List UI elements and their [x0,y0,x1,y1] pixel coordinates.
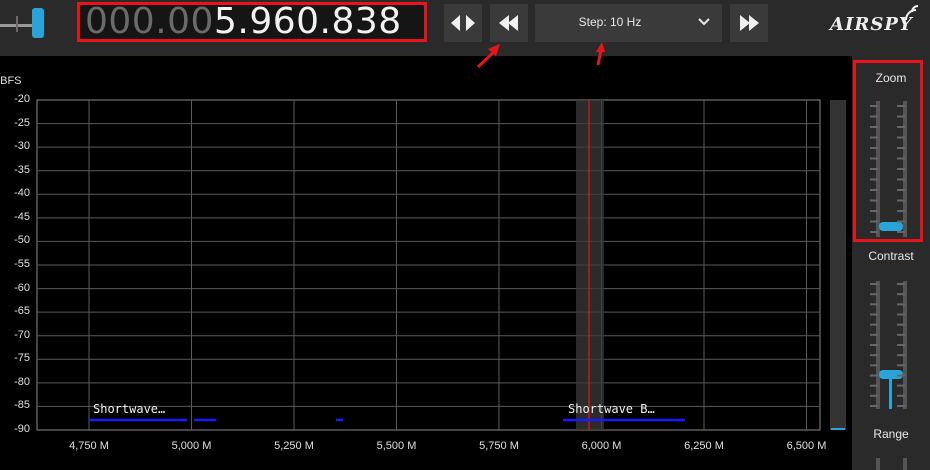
y-tick-label: -35 [14,163,30,176]
slider-ticks [870,105,905,407]
x-tick-label: 6,500 M [786,440,827,452]
frequency-display[interactable]: 000.005.960.838 [77,1,427,42]
x-tick-label: 5,250 M [274,440,314,452]
x-tick-label: 6,000 M [581,440,622,452]
wifi-waves-icon [905,5,919,21]
zoom-slider-handle[interactable] [879,222,903,231]
x-tick-label: 4,750 M [69,440,109,452]
y-tick-label: -30 [14,140,30,153]
frequency-leading-digits[interactable]: 000.00 [85,1,214,42]
y-tick-label: -40 [14,187,30,200]
y-tick-label: -50 [14,234,30,247]
chevron-down-icon [698,18,710,26]
contrast-slider-handle[interactable] [879,370,903,379]
filter-passband[interactable] [576,100,604,430]
left-right-arrows-icon [451,15,475,31]
zoom-label: Zoom [875,71,907,85]
range-slider-track[interactable] [876,458,880,470]
airspy-logo: AIRSPY [830,14,913,35]
x-tick-label: 5,750 M [479,440,519,452]
y-tick-label: -90 [14,423,30,435]
step-size-value: Step: 10 Hz [578,15,642,29]
range-label: Range [873,427,909,441]
spectrum-scrollbar[interactable] [830,100,846,430]
range-slider-track[interactable] [903,458,907,470]
spectrum-grid [36,99,846,431]
contrast-slider-fill [889,375,892,409]
band-label: Shortwave B… [568,402,655,416]
tune-center-button[interactable] [444,4,482,42]
zoom-highlight [853,60,923,242]
fast-forward-icon [740,15,759,31]
band-label: Shortwave… [93,402,166,416]
y-tick-label: -80 [14,375,30,388]
step-size-select[interactable]: Step: 10 Hz [535,4,722,42]
rewind-icon [499,15,518,31]
y-tick-label: -20 [14,93,30,105]
x-tick-label: 6,250 M [684,440,724,452]
annotation-arrow [596,42,605,66]
y-tick-label: -85 [14,399,30,412]
frequency-active-digits[interactable]: 5.960.838 [213,1,402,42]
step-forward-button[interactable] [730,4,768,42]
y-tick-label: -55 [14,258,30,270]
x-tick-label: 5,500 M [376,440,417,452]
contrast-label: Contrast [868,249,914,263]
y-tick-label: -70 [14,328,30,341]
annotation-arrow [476,44,500,69]
audio-slider-handle[interactable] [32,8,44,38]
y-axis-unit: dBFS [0,75,22,87]
step-back-button[interactable] [490,4,528,42]
audio-slider-track[interactable] [0,24,40,27]
audio-slider-tick [16,16,18,32]
y-tick-label: -60 [14,281,30,294]
frequency-readout[interactable]: 000.005.960.838 [85,1,402,42]
y-tick-label: -65 [14,305,30,318]
y-tick-label: -45 [14,210,30,223]
y-tick-label: -25 [14,116,30,129]
y-tick-label: -75 [14,352,30,365]
x-tick-label: 5,000 M [171,440,212,452]
